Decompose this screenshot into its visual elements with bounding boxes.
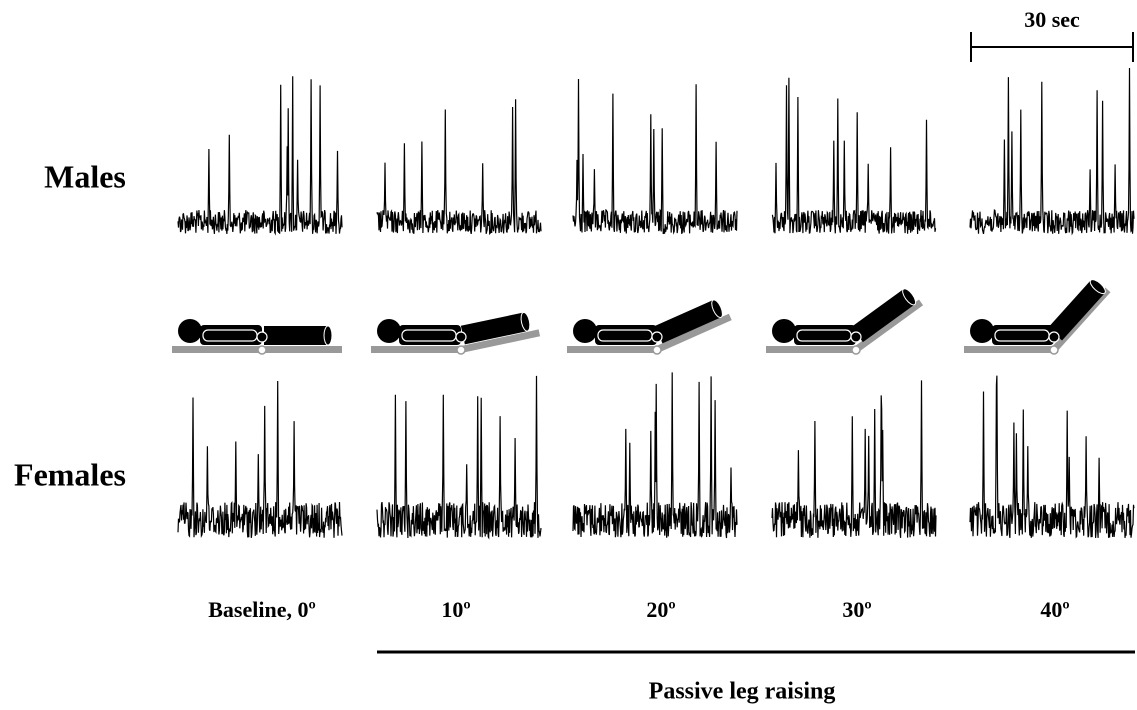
- joint: [651, 331, 663, 343]
- joint: [256, 331, 268, 343]
- joint: [850, 331, 862, 343]
- condition-label: Baseline, 0º: [208, 597, 316, 622]
- neural-trace: [969, 67, 1135, 236]
- platform-raised: [655, 313, 732, 353]
- foot: [1089, 279, 1106, 295]
- platform-raised: [1051, 287, 1111, 352]
- platform: [567, 346, 657, 353]
- head: [970, 319, 994, 343]
- joint: [456, 345, 466, 355]
- neural-trace: [969, 375, 1135, 539]
- group-label: Passive leg raising: [649, 679, 836, 705]
- platform: [371, 346, 461, 353]
- condition-label: 20º: [646, 597, 675, 622]
- platform: [964, 346, 1054, 353]
- torso: [992, 325, 1054, 345]
- leg: [654, 300, 721, 344]
- platform-raised: [460, 329, 541, 353]
- joint: [257, 345, 267, 355]
- torso: [595, 325, 657, 345]
- body-figure: [567, 299, 732, 355]
- body-figure: [371, 311, 541, 355]
- leg: [851, 289, 915, 343]
- row-label: Females: [14, 456, 126, 492]
- row-label: Males: [44, 158, 126, 194]
- joint: [1049, 345, 1059, 355]
- leg: [460, 312, 528, 345]
- condition-label: 40º: [1040, 597, 1069, 622]
- platform: [766, 346, 856, 353]
- torso: [399, 325, 461, 345]
- foot: [902, 288, 917, 306]
- body-figure: [766, 288, 924, 355]
- head: [377, 319, 401, 343]
- condition-label: 10º: [441, 597, 470, 622]
- neural-trace: [177, 76, 343, 236]
- leg: [1047, 280, 1105, 341]
- leg: [264, 326, 328, 345]
- platform-raised: [262, 346, 342, 353]
- head: [178, 319, 202, 343]
- neural-trace: [771, 77, 937, 235]
- neural-trace: [771, 380, 937, 538]
- neural-trace: [376, 375, 542, 540]
- neural-trace: [177, 380, 343, 538]
- foot: [520, 311, 531, 332]
- neural-trace: [572, 78, 738, 235]
- condition-label: 30º: [842, 597, 871, 622]
- body-figure: [172, 319, 342, 355]
- torso: [200, 325, 262, 345]
- neural-trace: [572, 372, 738, 539]
- neural-trace: [376, 99, 542, 236]
- joint: [851, 345, 861, 355]
- foot: [711, 299, 723, 319]
- scale-bar-label: 30 sec: [1024, 7, 1080, 32]
- head: [772, 319, 796, 343]
- joint: [652, 345, 662, 355]
- head: [573, 319, 597, 343]
- platform: [172, 346, 262, 353]
- platform-raised: [854, 299, 924, 353]
- joint: [1048, 331, 1060, 343]
- body-figure: [964, 279, 1111, 355]
- torso: [794, 325, 856, 345]
- joint: [455, 331, 467, 343]
- foot: [323, 325, 333, 346]
